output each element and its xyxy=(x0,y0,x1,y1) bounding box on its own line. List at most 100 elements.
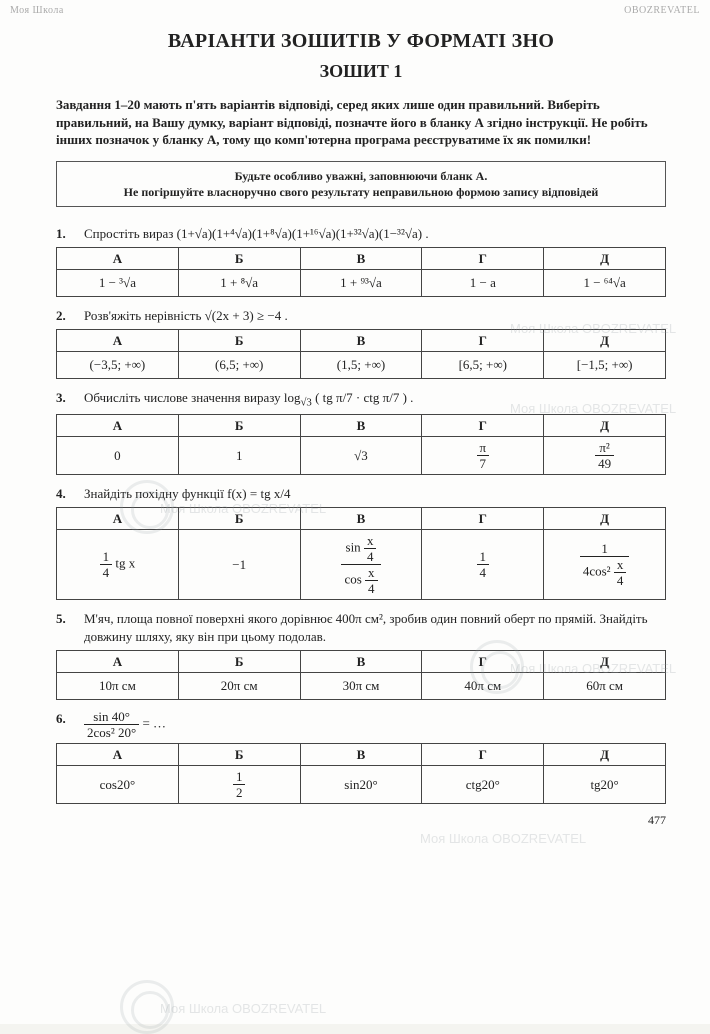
col-e: Д xyxy=(544,414,666,437)
q3-e-num: π² xyxy=(595,441,614,456)
q6-number: 6. xyxy=(56,710,74,728)
q4-c-top-d: 4 xyxy=(364,549,377,563)
q6-text: sin 40° 2cos² 20° = … xyxy=(84,710,666,739)
q5-d: 40π см xyxy=(422,673,544,700)
top-bar: Моя Школа OBOZREVATEL xyxy=(0,4,710,18)
q4-c-bot-n: x xyxy=(365,566,378,581)
q4-c: sin x4 cos x4 xyxy=(300,530,422,600)
q5-text: М'яч, площа повної поверхні якого дорівн… xyxy=(84,610,666,645)
col-e: Д xyxy=(544,329,666,352)
q4-d: 14 xyxy=(422,530,544,600)
q3-e-den: 49 xyxy=(595,456,614,470)
warning-line-2: Не погіршуйте власноручно свого результа… xyxy=(69,184,653,200)
q6-b-d: 2 xyxy=(233,785,246,799)
q4-e-d: 4cos² x4 xyxy=(580,557,629,587)
q4-c-top-n: x xyxy=(364,534,377,549)
q4-c-top: sin x4 xyxy=(341,534,380,565)
q5-a: 10π см xyxy=(57,673,179,700)
q5-b: 20π см xyxy=(178,673,300,700)
q1-text: Спростіть вираз (1+√a)(1+⁴√a)(1+⁸√a)(1+¹… xyxy=(84,225,666,243)
q2-e: [−1,5; +∞) xyxy=(544,352,666,379)
q5-c: 30π см xyxy=(300,673,422,700)
q6-expr-top: sin 40° xyxy=(84,710,139,725)
q4-e-arg-d: 4 xyxy=(614,573,627,587)
col-c: В xyxy=(300,743,422,766)
q6-expr-bot: 2cos² 20° xyxy=(84,725,139,739)
question-2: 2. Розв'яжіть нерівність √(2x + 3) ≥ −4 … xyxy=(56,307,666,325)
q3-answers: А Б В Г Д 0 1 √3 π7 π²49 xyxy=(56,414,666,476)
q6-expr-suffix: = … xyxy=(142,715,166,730)
col-b: Б xyxy=(178,329,300,352)
topbar-right: OBOZREVATEL xyxy=(624,4,700,18)
question-5: 5. М'яч, площа повної поверхні якого дор… xyxy=(56,610,666,645)
col-a: А xyxy=(57,247,179,270)
warning-box: Будьте особливо уважні, заповнюючи бланк… xyxy=(56,161,666,207)
q3-number: 3. xyxy=(56,389,74,407)
q4-c-bot-d: 4 xyxy=(365,581,378,595)
col-c: В xyxy=(300,329,422,352)
col-d: Г xyxy=(422,414,544,437)
col-a: А xyxy=(57,650,179,673)
q5-number: 5. xyxy=(56,610,74,628)
q4-a-n: 1 xyxy=(100,550,113,565)
q4-d-d: 4 xyxy=(477,565,490,579)
col-a: А xyxy=(57,743,179,766)
page-number: 477 xyxy=(56,812,666,828)
q4-c-bot: cos x4 xyxy=(341,565,380,595)
watermark-logo-icon xyxy=(120,980,174,1034)
col-a: А xyxy=(57,507,179,530)
instruction-text: Завдання 1–20 мають п'ять варіантів відп… xyxy=(56,96,666,149)
page-subtitle: ЗОШИТ 1 xyxy=(56,59,666,83)
q1-a: 1 − ³√a xyxy=(57,270,179,297)
q2-number: 2. xyxy=(56,307,74,325)
q5-answers: А Б В Г Д 10π см 20π см 30π см 40π см 60… xyxy=(56,650,666,700)
q4-e-n: 1 xyxy=(580,542,629,557)
q6-answers: А Б В Г Д cos20° 12 sin20° ctg20° tg20° xyxy=(56,743,666,805)
q4-a-d: 4 xyxy=(100,565,113,579)
col-e: Д xyxy=(544,650,666,673)
q4-d-n: 1 xyxy=(477,550,490,565)
q4-e-arg-n: x xyxy=(614,558,627,573)
q3-c: √3 xyxy=(300,437,422,475)
q4-b: −1 xyxy=(178,530,300,600)
q3-pre: Обчисліть числове значення виразу log xyxy=(84,390,300,405)
q3-d-num: π xyxy=(477,441,490,456)
q3-d-den: 7 xyxy=(477,456,490,470)
q4-a-fn: tg x xyxy=(115,556,135,571)
q3-arg: ( tg π/7 · ctg π/7 ) . xyxy=(315,390,413,405)
col-d: Г xyxy=(422,743,544,766)
q3-b: 1 xyxy=(178,437,300,475)
col-a: А xyxy=(57,414,179,437)
question-6: 6. sin 40° 2cos² 20° = … xyxy=(56,710,666,739)
q1-b: 1 + ⁸√a xyxy=(178,270,300,297)
q4-e-fn: 4cos² xyxy=(583,564,611,579)
q1-e: 1 − ⁶⁴√a xyxy=(544,270,666,297)
q6-b-n: 1 xyxy=(233,770,246,785)
q4-a: 14 tg x xyxy=(57,530,179,600)
q2-d: [6,5; +∞) xyxy=(422,352,544,379)
col-a: А xyxy=(57,329,179,352)
q6-c: sin20° xyxy=(300,766,422,804)
q4-number: 4. xyxy=(56,485,74,503)
topbar-left: Моя Школа xyxy=(10,4,64,18)
q3-e: π²49 xyxy=(544,437,666,475)
q3-d: π7 xyxy=(422,437,544,475)
q4-c-bot-fn: cos xyxy=(344,572,361,587)
question-1: 1. Спростіть вираз (1+√a)(1+⁴√a)(1+⁸√a)(… xyxy=(56,225,666,243)
q4-text: Знайдіть похідну функції f(x) = tg x/4 xyxy=(84,485,666,503)
q2-text: Розв'яжіть нерівність √(2x + 3) ≥ −4 . xyxy=(84,307,666,325)
col-d: Г xyxy=(422,329,544,352)
q1-number: 1. xyxy=(56,225,74,243)
question-3: 3. Обчисліть числове значення виразу log… xyxy=(56,389,666,410)
col-b: Б xyxy=(178,650,300,673)
q4-answers: А Б В Г Д 14 tg x −1 sin x4 cos x4 14 xyxy=(56,507,666,601)
q2-b: (6,5; +∞) xyxy=(178,352,300,379)
question-4: 4. Знайдіть похідну функції f(x) = tg x/… xyxy=(56,485,666,503)
q6-e: tg20° xyxy=(544,766,666,804)
col-b: Б xyxy=(178,743,300,766)
col-e: Д xyxy=(544,743,666,766)
col-d: Г xyxy=(422,247,544,270)
q1-d: 1 − a xyxy=(422,270,544,297)
col-e: Д xyxy=(544,247,666,270)
q4-c-top-fn: sin xyxy=(346,540,361,555)
